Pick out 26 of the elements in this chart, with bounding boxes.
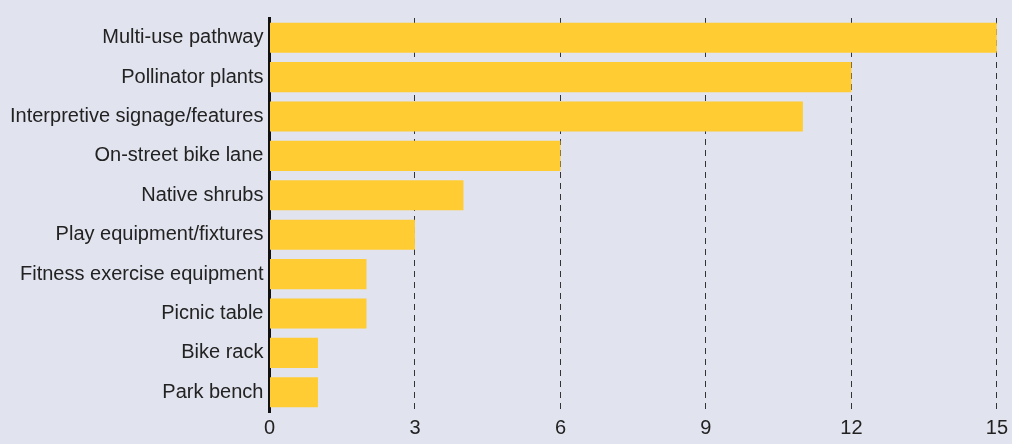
y-tick-label: Picnic table xyxy=(161,301,264,324)
y-tick-label: Pollinator plants xyxy=(121,64,264,87)
y-tick-label: Play equipment/fixtures xyxy=(55,222,264,245)
x-tick-label: 3 xyxy=(409,415,421,438)
bar xyxy=(269,180,464,211)
bar xyxy=(269,101,803,132)
bar xyxy=(269,62,852,93)
bar xyxy=(269,259,367,290)
x-tick-label: 15 xyxy=(985,415,1008,438)
y-tick-label: Park bench xyxy=(162,379,264,402)
bar xyxy=(269,377,318,408)
x-tick-label: 6 xyxy=(554,415,567,438)
y-tick-label: On-street bike lane xyxy=(94,143,264,166)
x-tick-label: 0 xyxy=(263,415,276,438)
y-tick-label: Multi-use pathway xyxy=(102,25,264,48)
x-tick-label: 9 xyxy=(700,415,712,438)
y-tick-label: Native shrubs xyxy=(141,182,264,205)
bar xyxy=(269,140,561,171)
bar xyxy=(269,298,367,329)
x-tick-label: 12 xyxy=(840,415,863,438)
y-tick-label: Interpretive signage/features xyxy=(9,104,264,127)
y-tick-label: Bike rack xyxy=(181,340,265,363)
bar xyxy=(269,337,318,368)
bar xyxy=(269,219,415,250)
y-tick-label: Fitness exercise equipment xyxy=(20,261,264,284)
bar xyxy=(269,22,997,53)
